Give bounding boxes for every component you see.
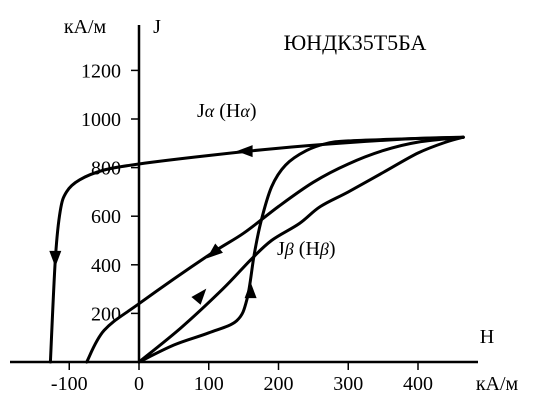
curve-alpha-outer — [48, 135, 465, 364]
curve-label-beta: Jβ (Hβ) — [277, 238, 336, 260]
x-tick-label: 0 — [134, 373, 144, 395]
annotations: Jα (Hα) Jβ (Hβ) — [197, 100, 336, 260]
y-tick-label: 200 — [91, 303, 121, 325]
arrowhead — [206, 243, 223, 259]
y-unit-label: кА/м — [64, 16, 107, 38]
labels: ЮНДК35Т5БА кА/м J H кА/м — [64, 16, 519, 395]
arrowhead — [236, 145, 253, 158]
arrowheads — [49, 145, 257, 305]
x-axis-symbol: H — [480, 326, 494, 348]
arrowhead — [191, 288, 207, 305]
x-unit-label: кА/м — [476, 373, 519, 395]
x-tick-label: -100 — [51, 373, 88, 395]
y-tick-label: 1000 — [81, 109, 121, 131]
x-tick-label: 300 — [333, 373, 363, 395]
curve-beta-loop-upper — [137, 135, 465, 364]
y-tick-label: 1200 — [81, 60, 121, 82]
curve-label-alpha: Jα (Hα) — [197, 100, 257, 122]
x-tick-label: 200 — [264, 373, 294, 395]
y-tick-label: 600 — [91, 206, 121, 228]
curve-alpha-inner — [85, 135, 465, 364]
x-tick-label: 100 — [194, 373, 224, 395]
x-tick-label: 400 — [403, 373, 433, 395]
y-tick-label: 400 — [91, 255, 121, 277]
series-group — [48, 135, 465, 364]
arrowhead — [49, 250, 62, 267]
y-axis-symbol: J — [153, 16, 161, 38]
arrowhead — [244, 282, 257, 299]
curve-beta-loop-lower — [137, 135, 465, 364]
chart-title: ЮНДК35Т5БА — [284, 30, 427, 55]
